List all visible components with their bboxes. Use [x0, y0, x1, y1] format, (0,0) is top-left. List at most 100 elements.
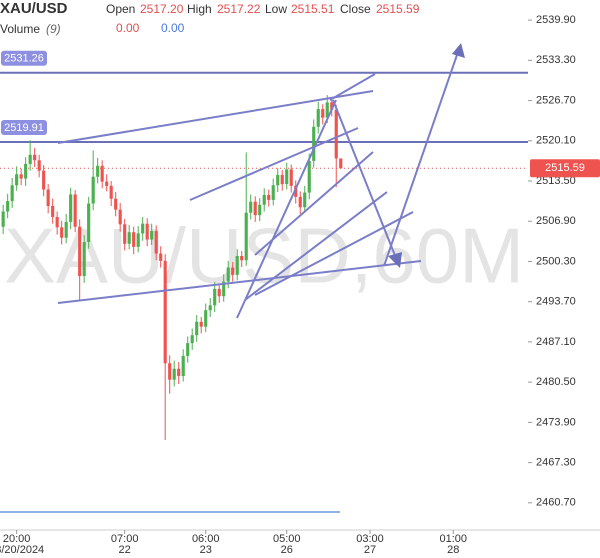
- candle-body: [15, 174, 19, 186]
- trend-line: [244, 191, 388, 301]
- x-tick-date: 27: [364, 544, 376, 556]
- candle-body: [60, 227, 64, 238]
- candle-body: [132, 232, 136, 247]
- candle-body: [222, 281, 226, 297]
- candle-body: [303, 192, 307, 208]
- trend-line: [329, 73, 376, 101]
- candle-body: [19, 174, 23, 179]
- candle-body: [258, 204, 262, 216]
- candle-body: [100, 165, 104, 182]
- y-tick-label: 2533.30: [536, 54, 576, 66]
- label-layer: 2539.90 2533.30 2526.70 2520.10 2513.50 2506.…: [0, 14, 600, 556]
- candle-body: [213, 288, 217, 306]
- ohlc-value: 2515.51: [291, 2, 335, 16]
- candle-body: [253, 201, 257, 216]
- arrow-head: [388, 252, 402, 268]
- ohlc-label: High: [187, 2, 212, 16]
- candle-body: [316, 109, 320, 127]
- candle-body: [69, 194, 73, 222]
- candle-body: [195, 321, 199, 336]
- trend-line: [189, 127, 359, 201]
- candle-body: [91, 176, 95, 204]
- candle-body: [235, 255, 239, 275]
- candle-body: [262, 195, 266, 205]
- y-tick-label: 2506.90: [536, 215, 576, 227]
- x-tick-label: 03:00: [356, 533, 384, 545]
- candle-body: [141, 223, 145, 234]
- candle-body: [334, 109, 338, 159]
- candle-body: [96, 165, 100, 177]
- candle-body: [271, 185, 275, 200]
- candle-body: [217, 288, 221, 297]
- y-tick-label: 2480.50: [536, 376, 576, 388]
- candle-body: [6, 201, 10, 212]
- candle-body: [339, 158, 343, 169]
- y-tick-label: 2539.90: [536, 14, 576, 26]
- candle-body: [294, 185, 298, 197]
- last-price-label: 2515.59: [545, 162, 585, 174]
- candle-body: [51, 206, 55, 217]
- ohlc-label: Close: [340, 2, 371, 16]
- x-tick-label: 06:00: [192, 533, 220, 545]
- trend-line: [236, 99, 337, 319]
- x-tick-label: 05:00: [273, 533, 301, 545]
- candle-body: [105, 181, 109, 186]
- candle-body: [312, 126, 316, 161]
- x-tick-date: 23: [200, 544, 212, 556]
- symbol: XAU/USD: [0, 0, 68, 17]
- candle-body: [208, 305, 212, 311]
- price-label-box: [1, 50, 47, 66]
- candle-body: [123, 224, 127, 244]
- volume-label: Volume: [0, 22, 40, 36]
- y-tick-label: 2467.30: [536, 456, 576, 468]
- volume-value: 0.00: [116, 21, 140, 35]
- y-tick-label: 2526.70: [536, 94, 576, 106]
- candle-body: [87, 203, 91, 242]
- trend-line: [254, 151, 374, 256]
- price-label: 2519.91: [4, 122, 44, 134]
- candle-body: [150, 230, 154, 240]
- grid-layer: [0, 19, 600, 534]
- candle-body: [240, 255, 244, 261]
- candle-body: [231, 267, 235, 275]
- candle-body: [298, 196, 302, 208]
- volume-value: 0.00: [161, 21, 185, 35]
- candle-body: [109, 185, 113, 199]
- trend-line: [57, 90, 374, 144]
- price-label: 2531.26: [4, 53, 44, 65]
- candle-body: [118, 209, 122, 225]
- ohlc-value: 2517.22: [217, 2, 261, 16]
- ohlc-value: 2515.59: [376, 2, 420, 16]
- candle-body: [285, 169, 289, 185]
- candle-body: [267, 195, 271, 200]
- candle-body: [199, 321, 203, 327]
- candle-body: [289, 169, 293, 186]
- candle-body: [33, 154, 37, 161]
- candle-body: [307, 160, 311, 193]
- y-tick-label: 2520.10: [536, 135, 576, 147]
- candle-body: [78, 226, 82, 277]
- y-tick-label: 2460.70: [536, 497, 576, 509]
- candle-body: [145, 223, 149, 240]
- trend-line: [254, 211, 414, 296]
- arrow: [383, 51, 459, 267]
- arrow-head: [452, 43, 465, 58]
- candle-body: [330, 102, 334, 110]
- candle-body: [276, 174, 280, 186]
- candle-body: [37, 160, 41, 171]
- last-price-box: [530, 159, 600, 178]
- volume-period: (9): [46, 22, 61, 36]
- candle-body: [190, 335, 194, 344]
- candle-body: [73, 194, 77, 227]
- candle-body: [64, 221, 68, 238]
- ohlc-label: Low: [265, 2, 287, 16]
- candle-body: [244, 212, 248, 261]
- candle-body: [42, 170, 46, 190]
- candle-body: [46, 189, 50, 206]
- candle-body: [168, 363, 172, 380]
- candle-body: [82, 241, 86, 277]
- candle-body: [172, 368, 176, 380]
- candle-body: [177, 368, 181, 377]
- arrow: [332, 99, 397, 259]
